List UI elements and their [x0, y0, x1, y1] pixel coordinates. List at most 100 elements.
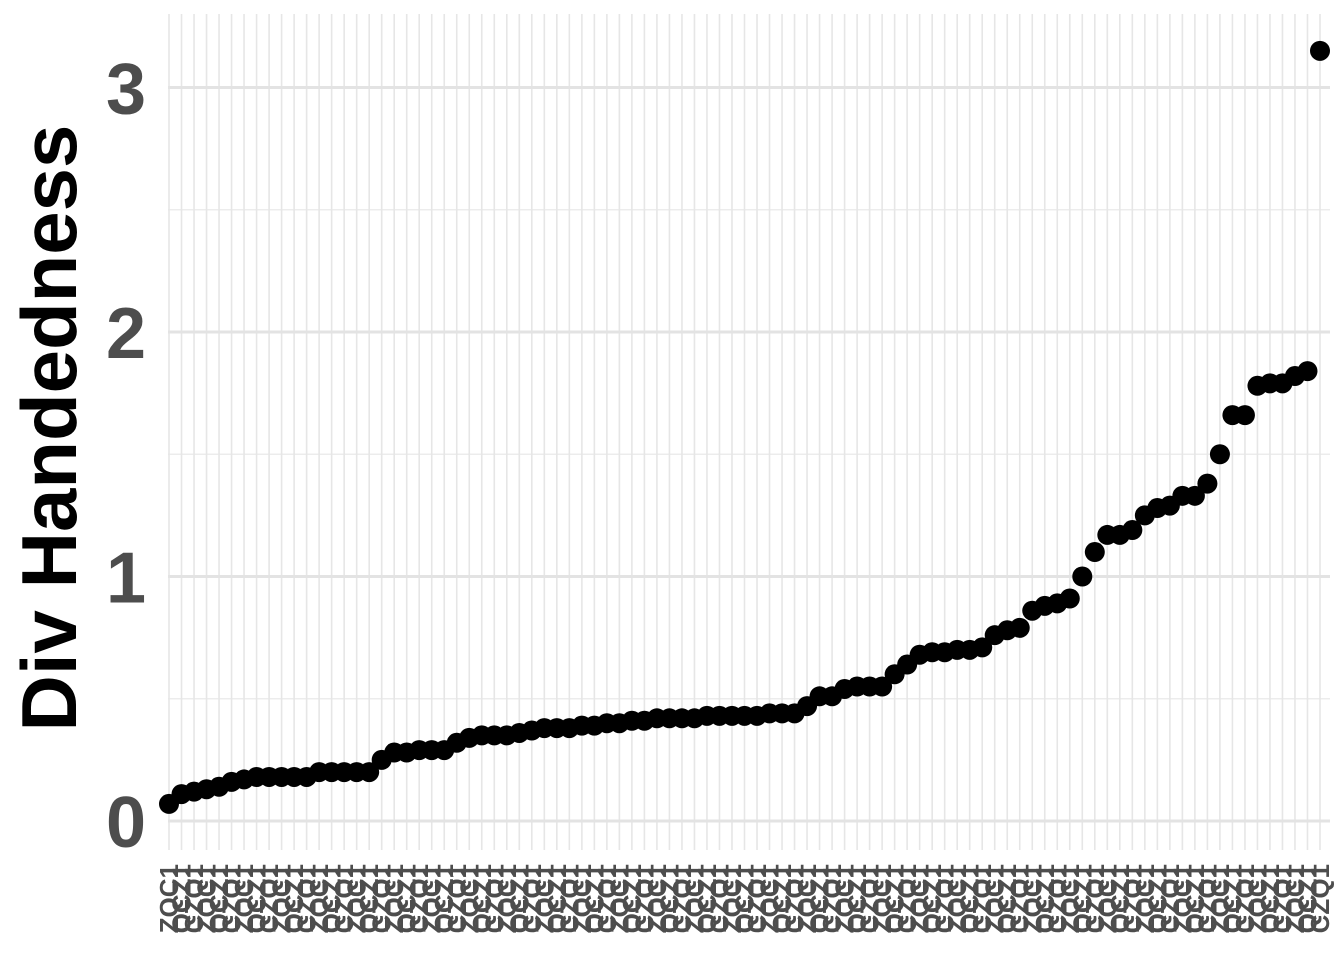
y-tick-label: 1: [106, 539, 146, 619]
x-tick-label: ZQC1: [342, 864, 372, 933]
data-point: [1084, 542, 1105, 563]
x-tick-label: QCZ1: [467, 864, 497, 933]
x-tick-label: CZQ1: [479, 864, 509, 933]
x-tick-label: ZQC1: [717, 864, 747, 933]
x-tick-label: QCZ1: [842, 864, 872, 933]
x-tick-label: QCZ1: [1105, 864, 1135, 933]
x-tick-label: CZQ1: [292, 864, 322, 933]
x-tick-label: CZQ1: [1155, 864, 1185, 933]
x-tick-label: CZQ1: [1192, 864, 1222, 933]
x-tick-label: ZQC1: [267, 864, 297, 933]
x-tick-label: ZQC1: [755, 864, 785, 933]
x-tick-label: QCZ1: [204, 864, 234, 933]
x-tick-label: ZQC1: [792, 864, 822, 933]
x-tick-label: ZQC1: [942, 864, 972, 933]
x-tick-label: ZQC1: [1280, 864, 1310, 933]
x-tick-label: CZQ1: [1305, 864, 1335, 933]
x-tick-label: CZQ1: [367, 864, 397, 933]
data-point: [1122, 520, 1143, 541]
x-tick-label: CZQ1: [217, 864, 247, 933]
x-tick-label: CZQ1: [892, 864, 922, 933]
x-tick-label: QCZ1: [279, 864, 309, 933]
x-tick-label: ZQC1: [492, 864, 522, 933]
x-tick-label: CZQ1: [404, 864, 434, 933]
x-tick-label: CZQ1: [1267, 864, 1297, 933]
x-tick-label: QCZ1: [880, 864, 910, 933]
y-tick-label: 3: [106, 50, 146, 130]
x-tick-label: ZQC1: [1242, 864, 1272, 933]
x-tick-label: ZQC1: [1055, 864, 1085, 933]
x-tick-label: CZQ1: [1080, 864, 1110, 933]
x-tick-label: ZQC1: [1167, 864, 1197, 933]
x-tick-label: ZQC1: [679, 864, 709, 933]
x-tick-label: CZQ1: [517, 864, 547, 933]
x-tick-label: QCZ1: [617, 864, 647, 933]
x-tick-label: ZQC1: [1092, 864, 1122, 933]
data-point: [872, 676, 893, 697]
x-tick-label: ZQC1: [867, 864, 897, 933]
x-tick-label: CZQ1: [329, 864, 359, 933]
x-tick-label: ZQC1: [154, 864, 184, 933]
x-tick-label: ZQC1: [905, 864, 935, 933]
x-tick-label: QCZ1: [1255, 864, 1285, 933]
x-tick-label: ZQC1: [642, 864, 672, 933]
x-tick-label: CZQ1: [1042, 864, 1072, 933]
data-point: [1009, 617, 1030, 638]
x-tick-label: QCZ1: [429, 864, 459, 933]
data-point: [1184, 485, 1205, 506]
x-tick-label: QCZ1: [1180, 864, 1210, 933]
x-tick-label: CZQ1: [254, 864, 284, 933]
x-tick-label: QCZ1: [354, 864, 384, 933]
x-tick-label: CZQ1: [179, 864, 209, 933]
x-tick-label: QCZ1: [392, 864, 422, 933]
x-tick-label: CZQ1: [1117, 864, 1147, 933]
x-tick-label: QCZ1: [504, 864, 534, 933]
x-tick-label: ZQC1: [604, 864, 634, 933]
x-tick-label: CZQ1: [704, 864, 734, 933]
x-tick-label: QCZ1: [1292, 864, 1322, 933]
data-points: [159, 40, 1330, 814]
x-tick-label: CZQ1: [817, 864, 847, 933]
data-point: [1072, 566, 1093, 587]
data-point: [1310, 40, 1330, 61]
x-tick-label: QCZ1: [542, 864, 572, 933]
y-axis-label: Div Handedness: [5, 125, 93, 732]
x-tick-labels: ZQC1QCZ1CZQ1ZQC1QCZ1CZQ1ZQC1QCZ1CZQ1ZQC1…: [154, 864, 1335, 933]
x-tick-label: QCZ1: [1030, 864, 1060, 933]
y-tick-label: 2: [106, 294, 146, 374]
data-point: [359, 762, 380, 783]
x-tick-label: CZQ1: [554, 864, 584, 933]
x-tick-label: ZQC1: [454, 864, 484, 933]
x-tick-label: QCZ1: [917, 864, 947, 933]
x-tick-label: CZQ1: [442, 864, 472, 933]
x-tick-label: QCZ1: [167, 864, 197, 933]
data-point: [1197, 473, 1218, 494]
data-point: [972, 637, 993, 658]
x-tick-label: CZQ1: [855, 864, 885, 933]
data-point: [1059, 588, 1080, 609]
x-tick-label: CZQ1: [592, 864, 622, 933]
x-tick-label: CZQ1: [629, 864, 659, 933]
x-tick-label: ZQC1: [1205, 864, 1235, 933]
y-tick-label: 0: [106, 783, 146, 863]
x-tick-label: QCZ1: [1217, 864, 1247, 933]
minor-gridlines: [168, 209, 1330, 700]
x-tick-label: QCZ1: [579, 864, 609, 933]
x-tick-label: QCZ1: [242, 864, 272, 933]
x-tick-label: CZQ1: [1005, 864, 1035, 933]
x-tick-label: CZQ1: [742, 864, 772, 933]
x-tick-label: ZQC1: [980, 864, 1010, 933]
x-tick-label: ZQC1: [229, 864, 259, 933]
x-tick-label: ZQC1: [1130, 864, 1160, 933]
x-tick-label: QCZ1: [767, 864, 797, 933]
x-tick-label: CZQ1: [780, 864, 810, 933]
x-tick-label: CZQ1: [1230, 864, 1260, 933]
x-tick-label: ZQC1: [830, 864, 860, 933]
x-tick-label: QCZ1: [692, 864, 722, 933]
x-tick-label: QCZ1: [1142, 864, 1172, 933]
data-point: [1209, 444, 1230, 465]
x-tick-label: ZQC1: [529, 864, 559, 933]
x-tick-label: QCZ1: [955, 864, 985, 933]
major-gridlines: [168, 14, 1330, 850]
